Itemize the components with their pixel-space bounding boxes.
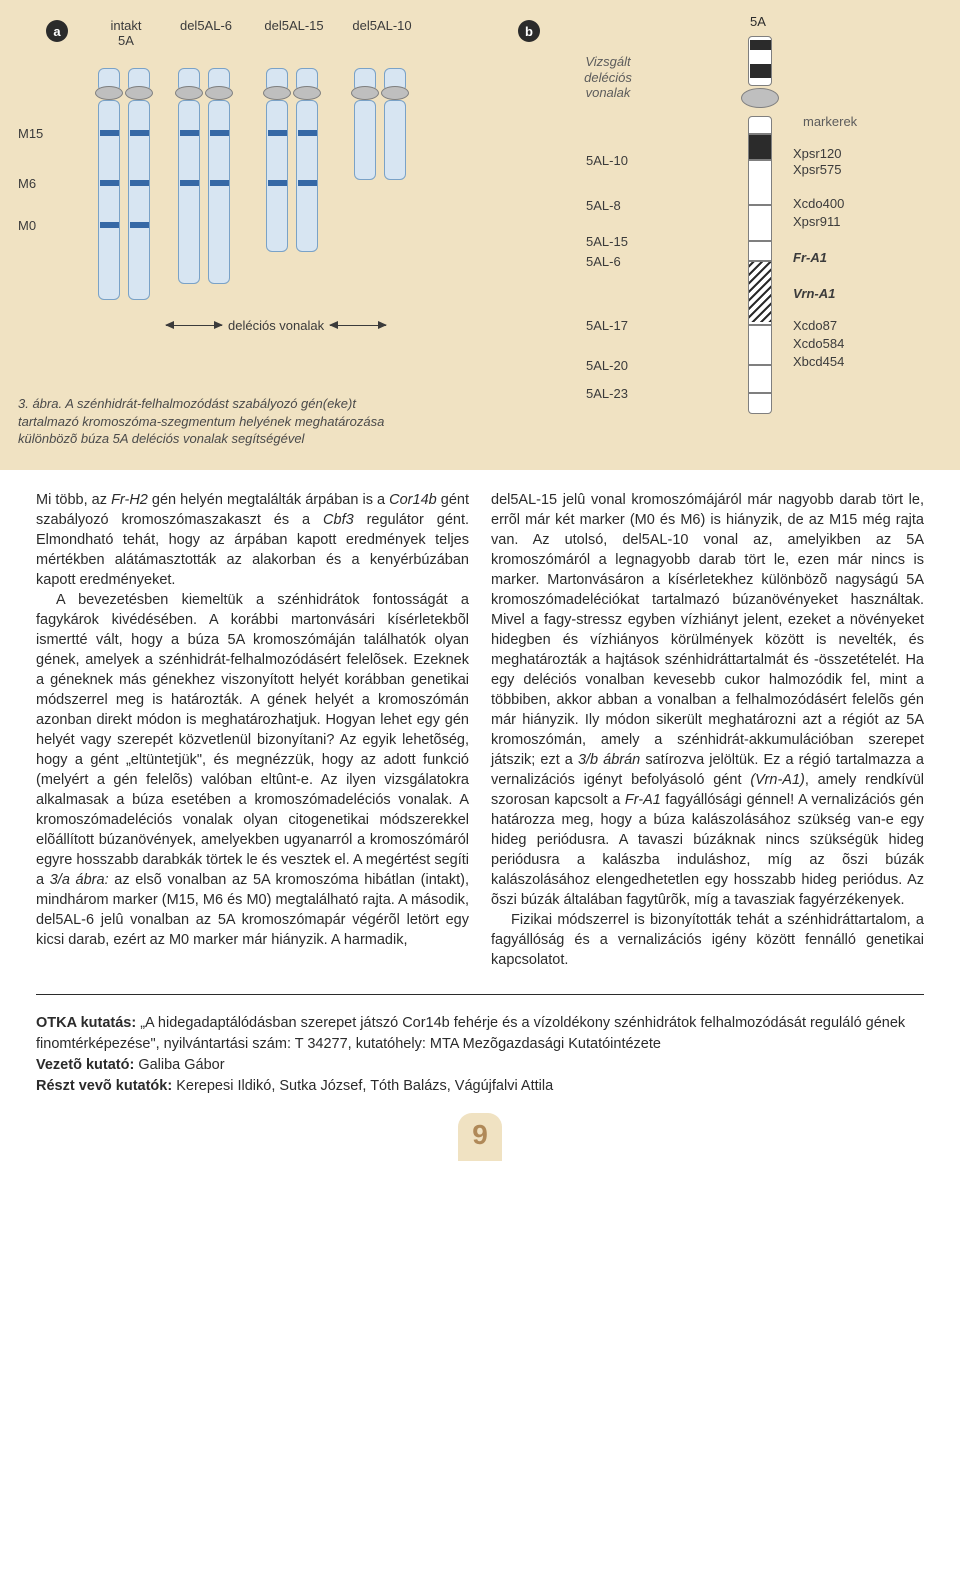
panel-a-col-label: del5AL-10 xyxy=(346,18,418,33)
deletion-line-label: 5AL-6 xyxy=(586,254,621,269)
marker-label: Xpsr911 xyxy=(793,214,840,229)
centromere-icon xyxy=(741,88,779,108)
page-number: 9 xyxy=(0,1105,960,1179)
panel-a-badge: a xyxy=(46,20,68,42)
deletion-line-label: 5AL-10 xyxy=(586,153,628,168)
panel-a-row-label: M0 xyxy=(18,218,36,233)
panel-a-col-label: del5AL-6 xyxy=(170,18,242,33)
meta-label-project: OTKA kutatás: xyxy=(36,1015,136,1031)
chromosome-pair xyxy=(354,68,406,180)
figure-caption-text: A szénhidrát-felhalmozódást szabályozó g… xyxy=(18,396,384,446)
meta-label-participants: Részt vevõ kutatók: xyxy=(36,1078,172,1094)
deletion-line-label: 5AL-17 xyxy=(586,318,628,333)
article-body: Mi több, az Fr-H2 gén helyén megtalálták… xyxy=(0,470,960,980)
body-col-right: del5AL-15 jelû vonal kromoszómájáról már… xyxy=(491,490,924,970)
heading-markers: markerek xyxy=(803,114,857,130)
figure-3: a intakt5A del5AL-6 del5AL-15 del5AL-10 M15… xyxy=(0,0,960,470)
marker-label: Xpsr120 xyxy=(793,146,841,161)
panel-a-row-label: M6 xyxy=(18,176,36,191)
marker-label: Xpsr575 xyxy=(793,162,841,177)
figure-panel-a: a intakt5A del5AL-6 del5AL-15 del5AL-10 M15… xyxy=(18,18,498,448)
panel-a-col-label: intakt5A xyxy=(90,18,162,48)
meta-text-project: „A hidegadaptálódásban szerepet játszó C… xyxy=(36,1015,905,1052)
panel-a-row-label: M15 xyxy=(18,126,43,141)
body-col-left: Mi több, az Fr-H2 gén helyén megtalálták… xyxy=(36,490,469,970)
heading-examined-lines: Vizsgáltdeléciósvonalak xyxy=(568,54,648,101)
figure-caption: 3. ábra. A szénhidrát-felhalmozódást sza… xyxy=(18,395,418,448)
hatched-region-icon xyxy=(749,262,771,322)
meta-text-participants: Kerepesi Ildikó, Sutka József, Tóth Balá… xyxy=(172,1078,553,1094)
chromosome-pair xyxy=(98,68,150,300)
marker-label: Xbcd454 xyxy=(793,354,844,369)
chromosome-pair xyxy=(178,68,230,284)
project-meta: OTKA kutatás: „A hidegadaptálódásban sze… xyxy=(0,1009,960,1105)
deletion-line-label: 5AL-20 xyxy=(586,358,628,373)
deletion-line-label: 5AL-8 xyxy=(586,198,621,213)
marker-label: Vrn-A1 xyxy=(793,286,835,301)
marker-label: Xcdo584 xyxy=(793,336,844,351)
meta-label-lead: Vezetõ kutató: xyxy=(36,1057,134,1073)
ideogram-5A xyxy=(748,18,772,418)
marker-label: Xcdo87 xyxy=(793,318,837,333)
marker-label: Fr-A1 xyxy=(793,250,827,265)
figure-panel-b: b 5A Vizsgáltdeléciósvonalak markerek 5A… xyxy=(518,18,948,448)
marker-label: Xcdo400 xyxy=(793,196,844,211)
section-divider xyxy=(36,994,924,995)
deletion-line-label: 5AL-23 xyxy=(586,386,628,401)
chromosome-pair xyxy=(266,68,318,252)
deletion-line-label: 5AL-15 xyxy=(586,234,628,249)
deletion-lines-arrow: deléciós vonalak xyxy=(166,318,386,333)
meta-text-lead: Galiba Gábor xyxy=(134,1057,224,1073)
panel-a-col-label: del5AL-15 xyxy=(258,18,330,33)
deletion-lines-label: deléciós vonalak xyxy=(228,318,324,333)
panel-b-badge: b xyxy=(518,20,540,42)
figure-caption-number: 3. ábra. xyxy=(18,396,62,411)
